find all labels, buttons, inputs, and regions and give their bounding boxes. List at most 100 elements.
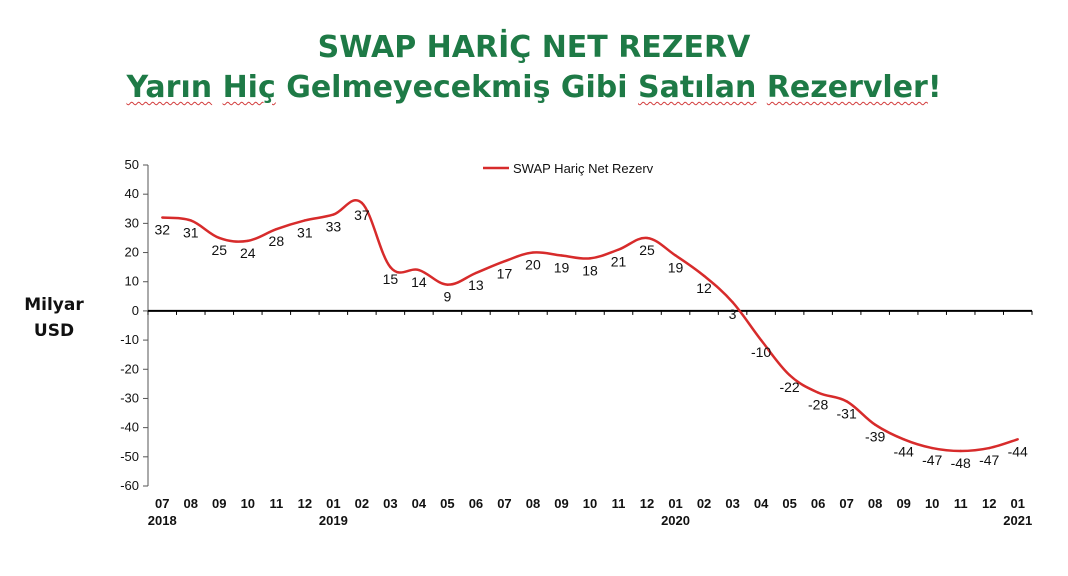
data-label: -47	[979, 452, 999, 468]
data-label: 9	[444, 289, 452, 305]
x-tick-label: 02	[697, 496, 711, 511]
data-label: 13	[468, 277, 484, 293]
x-tick-label: 05	[440, 496, 454, 511]
data-label: 20	[525, 257, 541, 273]
data-point	[446, 283, 449, 286]
subtitle-text: Gelmeyecekmiş Gibi	[275, 70, 638, 105]
data-point	[816, 391, 820, 394]
x-tick-label: 11	[612, 496, 626, 511]
data-label: 24	[240, 245, 256, 261]
x-tick-label: 10	[925, 496, 939, 511]
y-tick-label: -60	[120, 478, 139, 493]
data-point	[389, 265, 392, 269]
x-tick-label: 08	[526, 496, 540, 511]
data-label: -31	[837, 405, 857, 421]
data-label: 19	[554, 259, 570, 275]
x-year-label: 2018	[148, 513, 177, 528]
data-point	[161, 216, 164, 219]
data-point	[474, 271, 478, 275]
x-tick-label: 01	[1011, 496, 1025, 511]
x-tick-label: 06	[811, 496, 825, 511]
x-tick-label: 10	[583, 496, 597, 511]
data-point	[988, 446, 991, 450]
x-tick-label: 08	[184, 496, 198, 511]
x-tick-label: 09	[212, 496, 226, 511]
x-tick-label: 07	[839, 496, 853, 511]
data-point	[332, 213, 335, 216]
data-point	[645, 236, 649, 240]
x-tick-label: 06	[469, 496, 483, 511]
data-point	[702, 274, 706, 278]
y-tick-label: 40	[125, 186, 139, 201]
legend-label: SWAP Hariç Net Rezerv	[513, 161, 654, 176]
x-tick-label: 12	[640, 496, 654, 511]
x-year-label: 2019	[319, 513, 348, 528]
data-label: 18	[582, 262, 598, 278]
x-tick-label: 05	[782, 496, 796, 511]
x-tick-label: 12	[982, 496, 996, 511]
y-tick-label: 0	[132, 303, 139, 318]
x-tick-label: 10	[241, 496, 255, 511]
y-tick-label: -10	[120, 332, 139, 347]
x-tick-label: 07	[155, 496, 169, 511]
data-point	[218, 236, 221, 240]
chart-title: SWAP HARİÇ NET REZERV	[317, 30, 751, 65]
data-point	[930, 446, 934, 450]
x-tick-label: 07	[497, 496, 511, 511]
data-label: 25	[212, 242, 228, 258]
data-label: 14	[411, 274, 427, 290]
data-point	[788, 373, 791, 377]
y-tick-label: 30	[125, 215, 139, 230]
data-label: -28	[808, 397, 828, 413]
series-line	[162, 199, 1019, 453]
chart-subtitle: Yarın Hiç Gelmeyecekmiş Gibi Satılan Rez…	[0, 68, 1068, 108]
x-tick-label: 01	[326, 496, 340, 511]
chart-title-block: SWAP HARİÇ NET REZERV Yarın Hiç Gelmeyec…	[0, 28, 1068, 108]
subtitle-mark: !	[927, 70, 942, 105]
data-label: -39	[865, 429, 885, 445]
x-tick-label: 03	[383, 496, 397, 511]
x-tick-label: 01	[668, 496, 682, 511]
y-tick-label: 10	[125, 274, 139, 289]
data-point	[360, 201, 364, 205]
data-label: 15	[383, 271, 399, 287]
x-tick-label: 03	[725, 496, 739, 511]
data-point	[531, 251, 535, 254]
data-label: 17	[497, 265, 513, 281]
x-year-label: 2020	[661, 513, 690, 528]
data-point	[189, 219, 192, 222]
data-point	[731, 300, 734, 304]
data-point	[617, 248, 620, 251]
data-label: 21	[611, 254, 627, 270]
y-tick-label: -30	[120, 390, 139, 405]
data-point	[902, 438, 905, 441]
x-tick-label: 09	[554, 496, 568, 511]
x-year-label: 2021	[1003, 513, 1032, 528]
data-point	[873, 423, 877, 426]
data-label: 31	[297, 224, 313, 240]
data-label: 28	[269, 233, 285, 249]
data-point	[503, 260, 506, 263]
subtitle-word: Satılan	[638, 70, 757, 105]
data-point	[588, 257, 592, 260]
data-label: -44	[894, 443, 914, 459]
data-point	[560, 254, 563, 257]
data-point	[674, 254, 677, 257]
data-point	[845, 400, 848, 403]
y-tick-label: 20	[125, 245, 139, 260]
data-point	[417, 268, 421, 272]
x-tick-label: 08	[868, 496, 882, 511]
data-label: 25	[639, 242, 655, 258]
data-point	[275, 228, 278, 231]
x-tick-label: 02	[355, 496, 369, 511]
data-label: 37	[354, 207, 370, 223]
y-tick-label: -20	[120, 361, 139, 376]
data-point	[1016, 438, 1019, 441]
subtitle-word: Yarın	[126, 70, 213, 105]
data-point	[246, 239, 250, 243]
x-tick-label: 04	[412, 496, 427, 511]
data-label: 32	[154, 222, 170, 238]
x-tick-label: 11	[269, 496, 283, 511]
data-point	[303, 219, 307, 222]
x-tick-label: 04	[754, 496, 769, 511]
